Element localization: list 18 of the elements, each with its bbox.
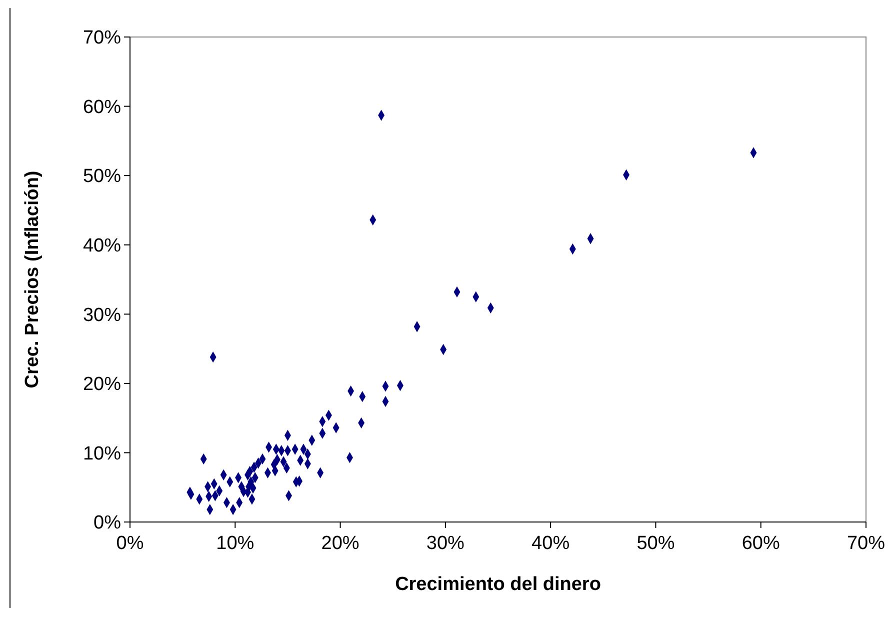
y-tick-label: 70% [82,28,122,49]
y-tick-label: 40% [82,236,122,257]
x-tick-label: 60% [742,533,780,554]
x-tick-label: 10% [216,533,254,554]
x-tick-label: 20% [321,533,360,554]
x-tick-label: 30% [426,533,465,554]
y-tick-label: 20% [82,374,122,396]
y-tick-label: 30% [82,304,122,326]
x-tick-label: 70% [846,533,886,554]
x-tick-label: 0% [116,533,144,554]
y-tick-label: 10% [82,443,122,464]
y-tick-label: 0% [94,512,122,534]
x-axis-title: Crecimiento del dinero [395,574,601,595]
y-tick-label: 60% [82,96,122,118]
y-tick-label: 50% [82,166,122,188]
x-tick-label: 50% [636,533,675,554]
x-tick-label: 40% [532,533,570,554]
y-axis-title: Crec. Precios (Inflación) [22,170,43,388]
